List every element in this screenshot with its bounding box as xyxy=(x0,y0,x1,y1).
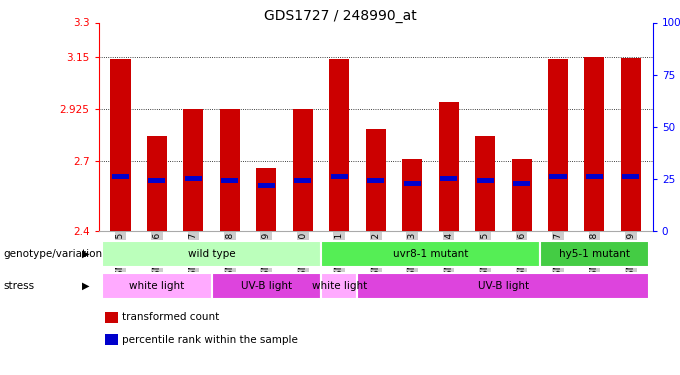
Text: uvr8-1 mutant: uvr8-1 mutant xyxy=(393,249,468,259)
Bar xyxy=(105,312,118,323)
Bar xyxy=(148,178,165,183)
Bar xyxy=(366,129,386,231)
Text: transformed count: transformed count xyxy=(122,312,220,322)
Bar xyxy=(584,57,605,231)
Bar xyxy=(185,176,202,181)
Text: UV-B light: UV-B light xyxy=(478,281,529,291)
Bar xyxy=(293,109,313,231)
Bar xyxy=(511,159,532,231)
Text: stress: stress xyxy=(3,281,35,291)
Text: wild type: wild type xyxy=(188,249,235,259)
Bar xyxy=(330,174,347,179)
Text: genotype/variation: genotype/variation xyxy=(3,249,103,259)
Bar xyxy=(475,136,495,231)
Bar xyxy=(440,176,457,181)
Text: percentile rank within the sample: percentile rank within the sample xyxy=(122,335,299,345)
Bar xyxy=(147,136,167,231)
Bar xyxy=(358,273,649,298)
Bar xyxy=(329,60,350,231)
Bar xyxy=(477,178,494,183)
Text: white light: white light xyxy=(129,281,184,291)
Bar xyxy=(586,174,603,179)
Bar xyxy=(439,102,458,231)
Text: UV-B light: UV-B light xyxy=(241,281,292,291)
Bar xyxy=(549,174,566,179)
Bar xyxy=(220,109,240,231)
Bar xyxy=(256,168,276,231)
Text: ▶: ▶ xyxy=(82,249,90,259)
Bar xyxy=(367,178,384,183)
Bar xyxy=(294,178,311,183)
Bar xyxy=(110,60,131,231)
Bar xyxy=(513,181,530,186)
Text: ▶: ▶ xyxy=(82,281,90,291)
Bar xyxy=(102,273,211,298)
Bar xyxy=(112,174,129,179)
Text: hy5-1 mutant: hy5-1 mutant xyxy=(559,249,630,259)
Bar xyxy=(548,60,568,231)
Bar xyxy=(105,334,118,345)
Bar xyxy=(622,174,639,179)
Bar xyxy=(540,242,649,267)
Bar xyxy=(621,58,641,231)
Text: GDS1727 / 248990_at: GDS1727 / 248990_at xyxy=(264,9,416,23)
Bar xyxy=(211,273,321,298)
Bar xyxy=(184,109,203,231)
Bar xyxy=(321,273,358,298)
Bar xyxy=(402,159,422,231)
Bar xyxy=(404,181,421,186)
Text: white light: white light xyxy=(311,281,367,291)
Bar xyxy=(221,178,239,183)
Bar xyxy=(102,242,321,267)
Bar xyxy=(258,183,275,188)
Bar xyxy=(321,242,540,267)
